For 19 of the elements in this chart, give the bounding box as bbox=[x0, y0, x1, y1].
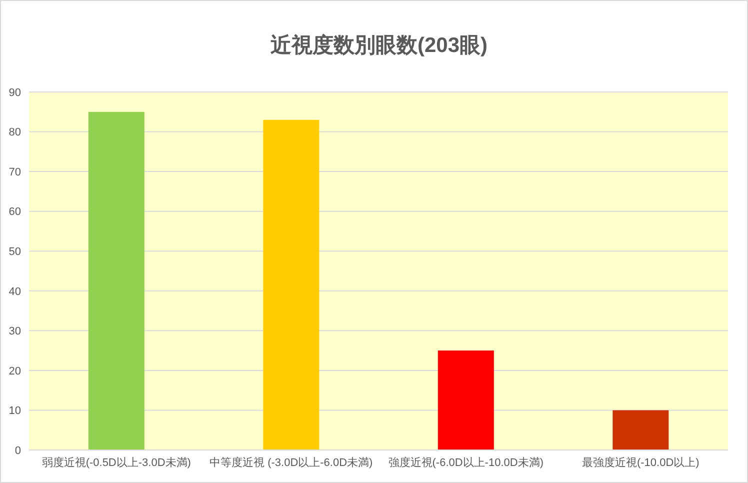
y-tick-label: 40 bbox=[8, 286, 21, 298]
y-tick-label: 60 bbox=[8, 206, 21, 218]
x-tick-label: 弱度近視(-0.5D以上-3.0D未満) bbox=[42, 456, 191, 469]
x-tick-label: 最強度近視(-10.0D以上) bbox=[582, 456, 700, 469]
y-tick-label: 50 bbox=[8, 246, 21, 258]
y-tick-label: 70 bbox=[8, 166, 21, 178]
y-tick-label: 0 bbox=[14, 444, 21, 457]
bar bbox=[438, 350, 494, 450]
y-tick-label: 90 bbox=[8, 86, 21, 99]
bar bbox=[88, 112, 144, 450]
x-tick-label: 中等度近視 (-3.0D以上-6.0D未満) bbox=[210, 456, 373, 469]
bar bbox=[612, 410, 669, 450]
y-tick-label: 10 bbox=[8, 405, 21, 418]
y-tick-label: 30 bbox=[8, 326, 21, 338]
chart-title: 近視度数別眼数(203眼) bbox=[269, 32, 489, 59]
bar bbox=[263, 120, 320, 450]
x-tick-label: 強度近視(-6.0D以上-10.0D未満) bbox=[388, 456, 544, 469]
y-tick-label: 20 bbox=[8, 365, 21, 378]
y-tick-label: 80 bbox=[8, 126, 21, 139]
